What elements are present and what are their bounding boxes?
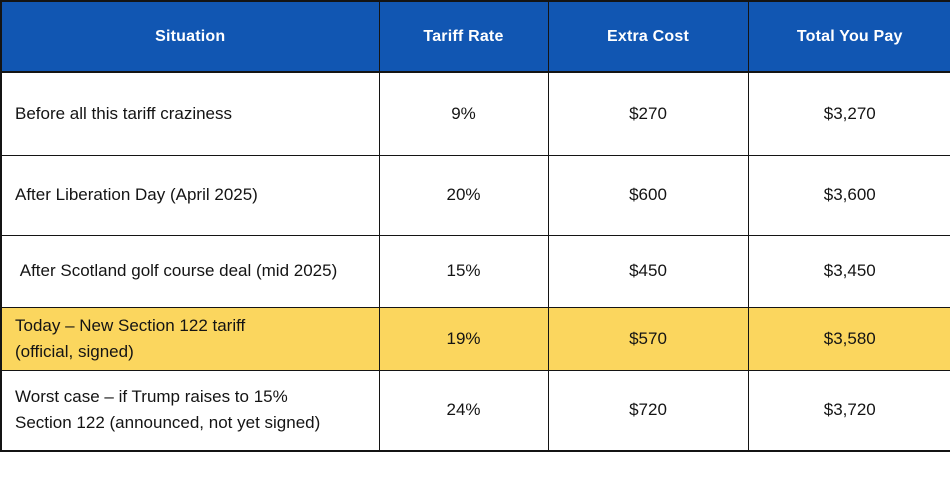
tariff-comparison-table: Situation Tariff Rate Extra Cost Total Y… xyxy=(0,0,950,452)
tariff-rate-cell: 20% xyxy=(378,154,549,236)
column-header-extra-cost: Extra Cost xyxy=(547,0,749,73)
situation-cell: After Scotland golf course deal (mid 202… xyxy=(0,234,380,308)
extra-cost-cell: $600 xyxy=(547,154,749,236)
tariff-rate-cell: 15% xyxy=(378,234,549,308)
extra-cost-cell: $570 xyxy=(547,306,749,371)
column-header-tariff-rate: Tariff Rate xyxy=(378,0,549,73)
extra-cost-cell: $720 xyxy=(547,369,749,452)
table-row: After Scotland golf course deal (mid 202… xyxy=(0,234,950,308)
situation-cell: After Liberation Day (April 2025) xyxy=(0,154,380,236)
tariff-rate-cell: 19% xyxy=(378,306,549,371)
table-row: Before all this tariff craziness 9% $270… xyxy=(0,71,950,156)
tariff-rate-cell: 9% xyxy=(378,71,549,156)
extra-cost-cell: $270 xyxy=(547,71,749,156)
column-header-situation: Situation xyxy=(0,0,380,73)
total-cell: $3,580 xyxy=(747,306,950,371)
tariff-rate-cell: 24% xyxy=(378,369,549,452)
extra-cost-cell: $450 xyxy=(547,234,749,308)
total-cell: $3,450 xyxy=(747,234,950,308)
column-header-total-you-pay: Total You Pay xyxy=(747,0,950,73)
total-cell: $3,270 xyxy=(747,71,950,156)
table-row-highlighted: Today – New Section 122 tariff (official… xyxy=(0,306,950,371)
table-row: After Liberation Day (April 2025) 20% $6… xyxy=(0,154,950,236)
total-cell: $3,600 xyxy=(747,154,950,236)
table-row: Worst case – if Trump raises to 15% Sect… xyxy=(0,369,950,452)
total-cell: $3,720 xyxy=(747,369,950,452)
table-header: Situation Tariff Rate Extra Cost Total Y… xyxy=(0,0,950,73)
situation-cell: Before all this tariff craziness xyxy=(0,71,380,156)
situation-cell: Today – New Section 122 tariff (official… xyxy=(0,306,380,371)
header-row: Situation Tariff Rate Extra Cost Total Y… xyxy=(0,0,950,73)
table-body: Before all this tariff craziness 9% $270… xyxy=(0,71,950,452)
situation-cell: Worst case – if Trump raises to 15% Sect… xyxy=(0,369,380,452)
